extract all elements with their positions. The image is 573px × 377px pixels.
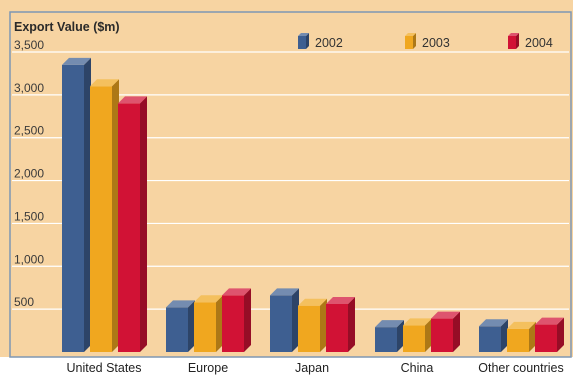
bar-side — [425, 318, 432, 352]
bar-top — [62, 57, 91, 65]
bar-face — [270, 295, 292, 352]
legend-item: 2002 — [298, 33, 343, 50]
bar-side — [188, 300, 195, 352]
legend-swatch-side — [306, 33, 309, 49]
bar-top — [118, 96, 147, 104]
legend: 2002 2003 2004 — [298, 33, 553, 50]
y-tick-label: 2,500 — [14, 124, 44, 138]
legend-label: 2004 — [525, 36, 553, 50]
bar — [222, 288, 251, 352]
bar — [326, 297, 355, 352]
bar-top — [507, 321, 536, 329]
bar-top — [298, 298, 327, 306]
bar-top — [479, 319, 508, 327]
legend-swatch-top — [405, 33, 416, 36]
bar — [90, 79, 119, 353]
bar-face — [403, 325, 425, 352]
bar — [62, 57, 91, 352]
y-tick-label: 1,000 — [14, 252, 44, 266]
legend-swatch — [298, 36, 306, 49]
category-label: Other countries — [478, 361, 563, 375]
bar-face — [535, 324, 557, 352]
bar-face — [90, 86, 112, 353]
bar — [298, 298, 327, 352]
bar-top — [326, 297, 355, 304]
legend-label: 2003 — [422, 36, 450, 50]
bar — [535, 317, 564, 352]
bar-face — [507, 328, 529, 352]
category-label: Japan — [295, 361, 329, 375]
bar-side — [397, 320, 404, 352]
bar-face — [118, 103, 140, 352]
category-labels: United States Europe Japan China Other count… — [66, 361, 563, 375]
bar-top — [270, 288, 299, 296]
bars — [62, 57, 564, 353]
bar-side — [244, 288, 251, 352]
category-label: China — [401, 361, 434, 375]
bar-side — [348, 297, 355, 352]
y-axis-label: Export Value ($m) — [14, 20, 120, 34]
legend-swatch-side — [413, 33, 416, 49]
bar-face — [222, 295, 244, 352]
legend-swatch — [405, 36, 413, 49]
bar — [507, 321, 536, 352]
y-tick-labels: 500 1,000 1,500 2,000 2,500 3,000 3,500 — [14, 38, 44, 309]
bar-side — [112, 79, 119, 353]
bar-face — [62, 64, 84, 352]
legend-swatch — [508, 36, 516, 49]
bar-face — [326, 304, 348, 352]
bar — [431, 311, 460, 352]
legend-item: 2004 — [508, 33, 553, 50]
bar-side — [529, 321, 536, 352]
bar — [403, 318, 432, 352]
bar-top — [535, 317, 564, 325]
bar-face — [431, 318, 453, 352]
y-tick-label: 3,000 — [14, 81, 44, 95]
bar-top — [194, 295, 223, 303]
bar-top — [90, 79, 119, 87]
bar — [479, 319, 508, 352]
legend-swatch-top — [298, 33, 309, 36]
bar — [270, 288, 299, 352]
bar-side — [557, 317, 564, 352]
y-tick-label: 1,500 — [14, 209, 44, 223]
bar-face — [298, 305, 320, 352]
bar-side — [453, 311, 460, 352]
bar-side — [140, 96, 147, 352]
bar-side — [501, 319, 508, 352]
bar-face — [166, 307, 188, 352]
legend-swatch-top — [508, 33, 519, 36]
bar-top — [222, 288, 251, 296]
bar-side — [320, 298, 327, 352]
legend-swatch-side — [516, 33, 519, 49]
bar-side — [292, 288, 299, 352]
legend-item: 2003 — [405, 33, 450, 50]
bar-side — [216, 295, 223, 352]
y-tick-label: 3,500 — [14, 38, 44, 52]
y-tick-label: 2,000 — [14, 167, 44, 181]
bar — [166, 300, 195, 352]
bottom-band — [0, 357, 573, 377]
plot-frame — [9, 11, 572, 358]
bar-face — [375, 327, 397, 352]
bar-top — [375, 320, 404, 328]
bar-face — [194, 302, 216, 352]
bar-top — [431, 311, 460, 319]
y-tick-label: 500 — [14, 295, 34, 309]
legend-label: 2002 — [315, 36, 343, 50]
bar-top — [403, 318, 432, 326]
bar — [375, 320, 404, 352]
bar-side — [84, 57, 91, 352]
category-label: United States — [66, 361, 141, 375]
category-label: Europe — [188, 361, 228, 375]
bar-face — [479, 326, 501, 352]
bar — [194, 295, 223, 352]
bar — [118, 96, 147, 352]
bar-top — [166, 300, 195, 308]
